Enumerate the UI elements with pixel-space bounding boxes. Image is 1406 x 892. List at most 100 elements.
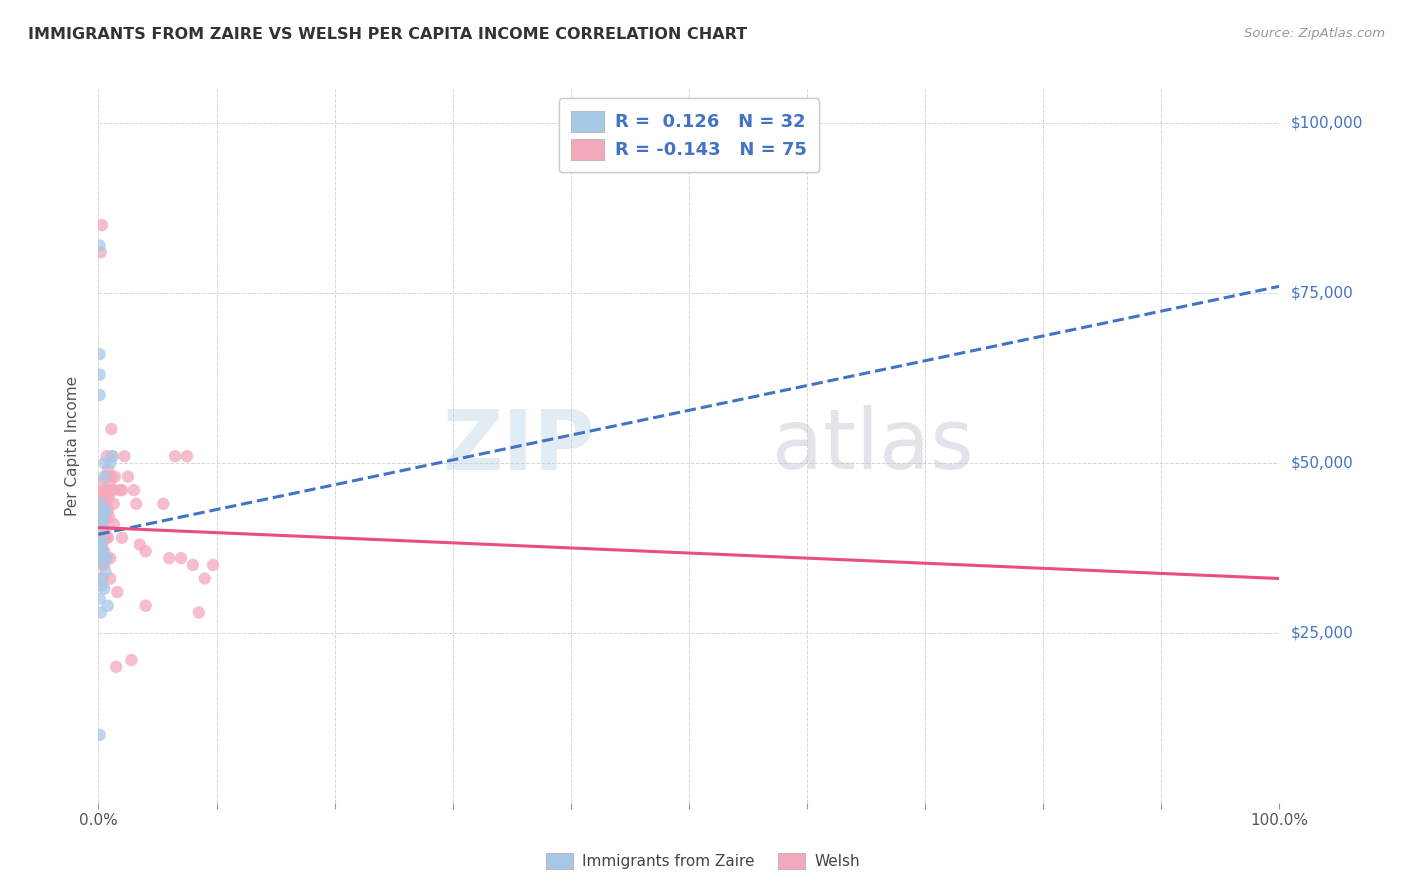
Point: [91, 510, 114, 524]
Text: IMMIGRANTS FROM ZAIRE VS WELSH PER CAPITA INCOME CORRELATION CHART: IMMIGRANTS FROM ZAIRE VS WELSH PER CAPIT…: [28, 27, 747, 42]
Point: [111, 483, 134, 498]
Point: [122, 483, 145, 498]
Y-axis label: Per Capita Income: Per Capita Income: [65, 376, 80, 516]
Point: [89, 388, 111, 402]
Point: [108, 483, 131, 498]
Point: [89, 497, 111, 511]
Point: [90, 497, 112, 511]
Point: [100, 469, 122, 483]
Point: [94, 524, 117, 538]
Text: ZIP: ZIP: [441, 406, 595, 486]
Point: [101, 449, 124, 463]
Point: [89, 591, 111, 606]
Point: [90, 606, 112, 620]
Point: [94, 503, 117, 517]
Point: [165, 449, 187, 463]
Point: [91, 537, 114, 551]
Point: [94, 551, 117, 566]
Point: [90, 537, 112, 551]
Point: [96, 490, 118, 504]
Point: [112, 449, 135, 463]
Point: [201, 558, 224, 572]
Text: $100,000: $100,000: [1291, 116, 1362, 131]
Point: [93, 510, 115, 524]
Point: [105, 660, 128, 674]
Point: [96, 449, 118, 463]
Point: [91, 572, 114, 586]
Point: [89, 510, 111, 524]
Point: [90, 572, 112, 586]
Point: [91, 517, 114, 532]
Point: [90, 503, 112, 517]
Point: [91, 490, 114, 504]
Text: $50,000: $50,000: [1291, 456, 1354, 470]
Legend: R =  0.126   N = 32, R = -0.143   N = 75: R = 0.126 N = 32, R = -0.143 N = 75: [558, 98, 820, 172]
Point: [90, 245, 112, 260]
Point: [97, 503, 120, 517]
Point: [93, 469, 115, 483]
Point: [89, 503, 111, 517]
Point: [90, 531, 112, 545]
Point: [91, 578, 114, 592]
Point: [101, 483, 124, 498]
Point: [121, 653, 143, 667]
Point: [93, 544, 115, 558]
Point: [91, 503, 114, 517]
Point: [96, 469, 118, 483]
Point: [96, 531, 118, 545]
Point: [98, 476, 121, 491]
Point: [117, 469, 139, 483]
Point: [170, 551, 193, 566]
Point: [97, 599, 120, 613]
Point: [100, 422, 122, 436]
Point: [194, 572, 217, 586]
Point: [152, 497, 174, 511]
Point: [93, 456, 115, 470]
Text: atlas: atlas: [772, 406, 973, 486]
Point: [97, 531, 120, 545]
Point: [104, 469, 127, 483]
Point: [90, 497, 112, 511]
Point: [91, 503, 114, 517]
Point: [98, 572, 121, 586]
Point: [97, 483, 120, 498]
Point: [105, 585, 128, 599]
Point: [90, 486, 112, 500]
Point: [91, 510, 114, 524]
Point: [125, 497, 148, 511]
Point: [91, 524, 114, 538]
Point: [93, 531, 115, 545]
Legend: Immigrants from Zaire, Welsh: Immigrants from Zaire, Welsh: [540, 847, 866, 875]
Point: [103, 497, 125, 511]
Point: [98, 510, 121, 524]
Point: [89, 514, 111, 528]
Point: [91, 537, 114, 551]
Point: [91, 517, 114, 532]
Point: [91, 555, 114, 569]
Point: [89, 238, 111, 252]
Point: [98, 490, 121, 504]
Point: [94, 565, 117, 579]
Point: [91, 558, 114, 572]
Point: [93, 483, 115, 498]
Point: [103, 517, 125, 532]
Point: [93, 497, 115, 511]
Point: [91, 476, 114, 491]
Point: [135, 599, 157, 613]
Point: [91, 544, 114, 558]
Point: [94, 497, 117, 511]
Point: [157, 551, 180, 566]
Point: [101, 449, 124, 463]
Point: [94, 510, 117, 524]
Point: [91, 531, 114, 545]
Point: [187, 606, 209, 620]
Point: [91, 551, 114, 566]
Point: [93, 558, 115, 572]
Point: [91, 544, 114, 558]
Point: [97, 463, 120, 477]
Point: [111, 531, 134, 545]
Point: [135, 544, 157, 558]
Point: [91, 544, 114, 558]
Point: [91, 218, 114, 232]
Point: [90, 531, 112, 545]
